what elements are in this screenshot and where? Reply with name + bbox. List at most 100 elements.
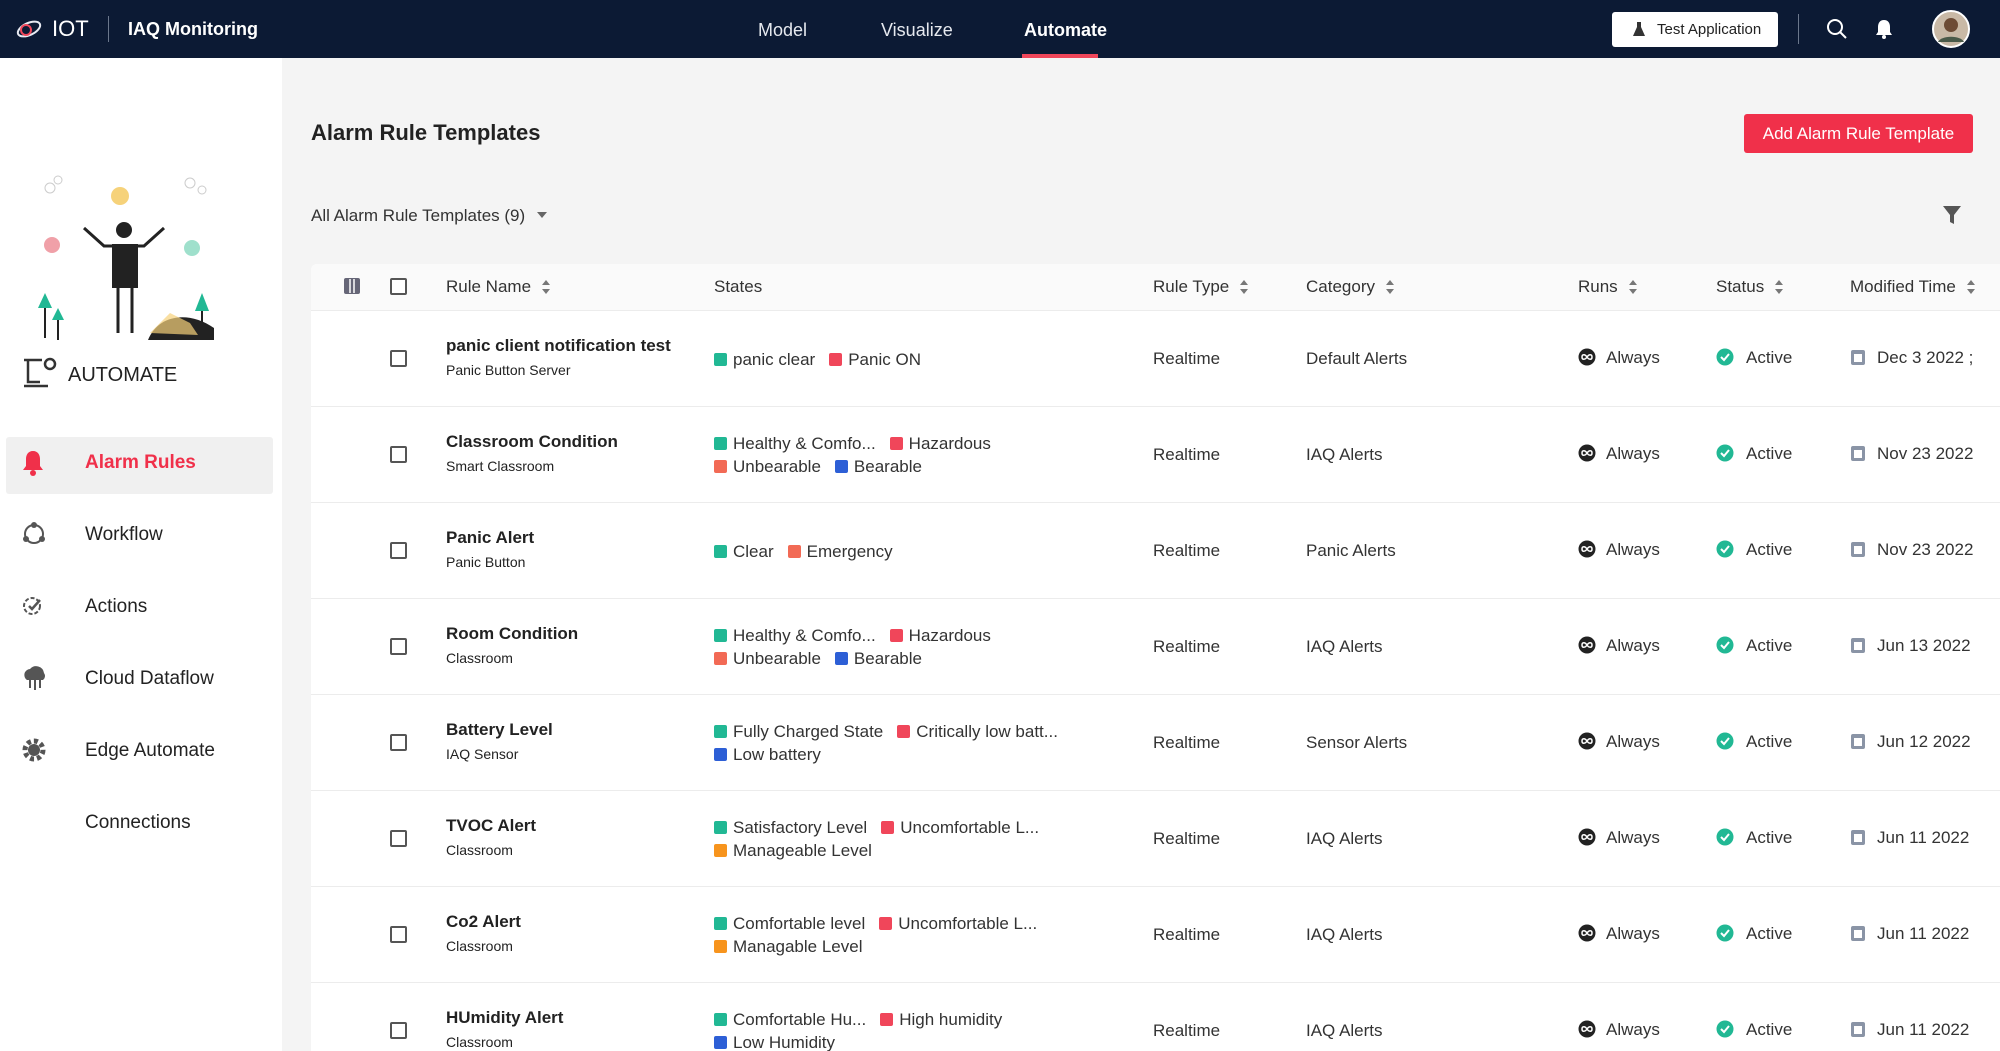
states: Fully Charged State Critically low batt..… [714,721,1072,767]
bell-icon[interactable] [1874,18,1894,40]
calendar-icon [1850,636,1866,659]
row-checkbox[interactable] [390,542,407,559]
state-label: panic clear [733,350,816,369]
state-swatch [714,652,727,665]
column-header[interactable]: Modified Time [1850,277,1956,296]
state-line: Healthy & Comfo... Hazardous [714,433,1005,456]
state-line: Unbearable Bearable [714,456,1005,479]
top-bar: IOT IAQ Monitoring Model Visualize Autom… [0,0,2000,58]
state-line: Manageable Level [714,840,1053,863]
row-checkbox[interactable] [390,926,407,943]
runs: Always [1606,924,1660,943]
category: IAQ Alerts [1306,925,1383,944]
sidebar-item[interactable]: Alarm Rules [85,452,196,473]
category: IAQ Alerts [1306,829,1383,848]
state-tag: Hazardous [889,433,991,454]
select-all-checkbox[interactable] [390,278,407,295]
table-row[interactable]: Battery Level IAQ Sensor Fully Charged Sta… [311,694,2000,790]
runs: Always [1606,444,1660,463]
row-checkbox[interactable] [390,350,407,367]
nav-item[interactable]: Visualize [881,20,953,40]
nav-item[interactable]: Automate [1024,20,1108,40]
column-header[interactable]: Status [1716,277,1765,296]
runs-icon [1578,1020,1596,1043]
nav-item[interactable]: Model [758,20,808,40]
runs-icon [1578,348,1596,371]
status: Active [1746,636,1793,655]
test-application-button[interactable]: Test Application [1612,12,1778,47]
state-label: High humidity [899,1010,1003,1029]
table-row[interactable]: Classroom Condition Smart Classroom Health… [311,406,2000,502]
rules-table: Rule Name States Rule Type Category Runs Stat… [311,264,2000,1051]
table-row[interactable]: Co2 Alert Classroom Comfortable level Uncom… [311,886,2000,982]
nav-icon [20,448,46,481]
state-label: Healthy & Comfo... [733,434,876,453]
runs: Always [1606,636,1660,655]
runs: Always [1606,540,1660,559]
sidebar-item[interactable]: Workflow [85,524,163,545]
column-header[interactable]: Rule Name [446,277,532,296]
button-label: Test Application [1657,21,1762,38]
column-header[interactable]: Rule Type [1153,277,1230,296]
state-label: Low Humidity [733,1033,836,1051]
table-row[interactable]: panic client notification test Panic Butt… [311,310,2000,406]
state-swatch [829,353,843,366]
state-tag: Unbearable [714,648,821,669]
state-label: Hazardous [908,434,991,453]
state-label: Satisfactory Level [733,818,868,837]
runs-icon-graphic [1578,732,1596,750]
state-label: Unbearable [733,649,821,668]
calendar-icon-graphic [1851,1022,1865,1037]
state-swatch [714,353,727,366]
table-row[interactable]: Room Condition Classroom Healthy & Comfo..… [311,598,2000,694]
avatar[interactable] [1932,10,1970,48]
row-checkbox[interactable] [390,638,407,655]
state-tag: Emergency [787,541,893,562]
status: Active [1746,828,1793,847]
state-label: Unbearable [733,457,821,476]
sort-icon [1628,279,1638,300]
state-label: Manageable Level [733,841,872,860]
sort-icon [1239,279,1249,300]
table-row[interactable]: HUmidity Alert Classroom Comfortable Hu...… [311,982,2000,1051]
state-label: Managable Level [733,937,863,956]
sidebar-item[interactable]: Actions [85,596,148,617]
state-tag: panic clear [714,349,815,370]
status-icon [1716,828,1734,851]
rule-subtitle: Classroom [446,842,513,858]
states: Clear Emergency [714,541,907,564]
status-icon [1716,444,1734,467]
row-checkbox[interactable] [390,734,407,751]
add-template-button[interactable]: Add Alarm Rule Template [1744,114,1973,153]
row-checkbox[interactable] [390,830,407,847]
rule-subtitle: Classroom [446,1034,513,1050]
sidebar-item[interactable]: Connections [85,812,191,833]
state-swatch [897,725,911,738]
sidebar-item[interactable]: Cloud Dataflow [85,668,214,689]
row-checkbox[interactable] [390,446,407,463]
rule-name: panic client notification test [446,336,671,355]
rule-type: Realtime [1153,925,1221,944]
row-checkbox[interactable] [390,1022,407,1039]
sort-icon-graphic [1240,280,1248,294]
calendar-icon [1850,732,1866,755]
column-header[interactable]: Runs [1578,277,1618,296]
state-line: Low Humidity [714,1032,1016,1051]
table-row[interactable]: Panic Alert Panic Button Clear Emergency Rea… [311,502,2000,598]
state-swatch [834,652,848,665]
state-label: Bearable [853,649,922,668]
runs-icon-graphic [1578,924,1596,942]
calendar-icon [1850,828,1866,851]
column-header[interactable]: Category [1306,277,1375,296]
state-tag: Satisfactory Level [714,817,867,838]
status-icon [1716,636,1734,659]
column-toggle[interactable] [343,277,361,295]
table-row[interactable]: TVOC Alert Classroom Satisfactory Level Unc… [311,790,2000,886]
search-icon[interactable] [1826,18,1848,40]
filter-dropdown[interactable]: All Alarm Rule Templates (9) [311,206,553,226]
filter-icon[interactable] [1942,204,1962,226]
rule-subtitle: Panic Button [446,554,526,570]
runs-icon [1578,732,1596,755]
sidebar-item[interactable]: Edge Automate [85,740,215,761]
status-icon-graphic [1716,636,1734,654]
